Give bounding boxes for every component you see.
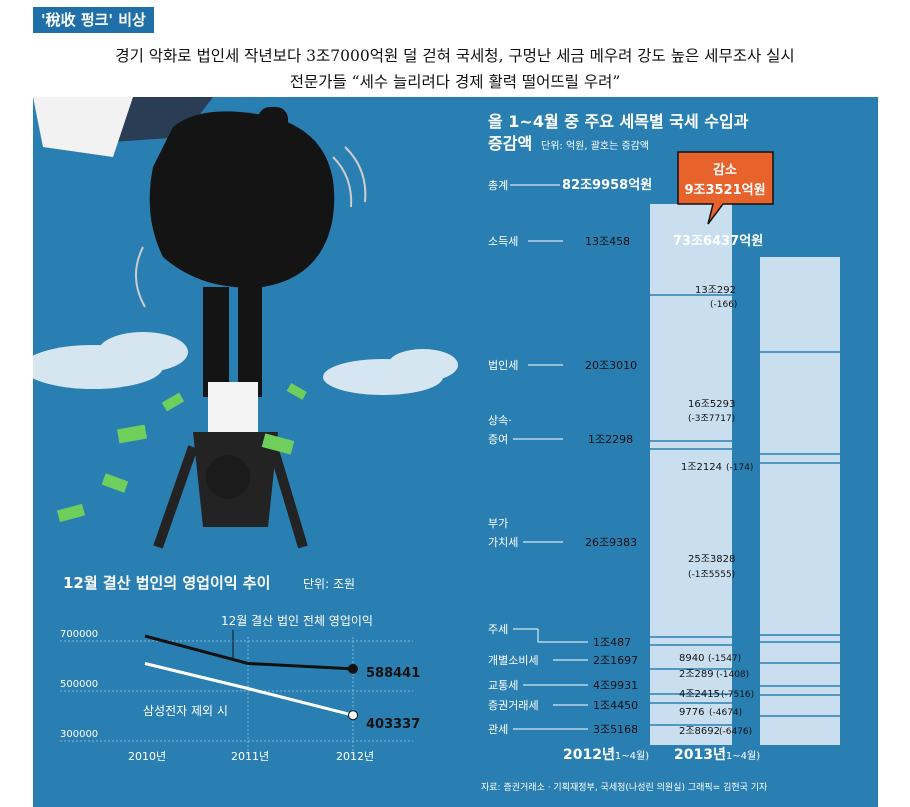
- x-label-2012: 2012년: [563, 747, 615, 763]
- bar-chart-unit: 단위: 억원, 괄호는 증감액: [541, 139, 649, 152]
- row-label: 관세: [488, 723, 508, 736]
- line-chart-unit: 단위: 조원: [303, 577, 355, 591]
- row-label: 가치세: [488, 536, 518, 549]
- total-2013: 73조6437억원: [673, 234, 763, 249]
- x-tick-label: 2011년: [231, 750, 269, 763]
- value-2012: 26조9383: [585, 536, 637, 549]
- change-value: (-1조5555): [688, 570, 735, 580]
- end-value-total: 588441: [366, 666, 420, 681]
- value-2012: 13조458: [585, 235, 630, 248]
- value-2012: 20조3010: [585, 359, 637, 372]
- headline-line-2: 전문가들 “세수 늘리려다 경제 활력 떨어뜨릴 우려”: [289, 73, 621, 91]
- y-tick-label: 500000: [60, 679, 98, 690]
- segment-dividers: [650, 294, 840, 726]
- bar-chart-subtitle: 증감액: [488, 134, 532, 153]
- change-value: (-6476): [719, 727, 752, 737]
- change-value: (-7516): [721, 690, 754, 700]
- value-2013: 9776: [679, 707, 704, 718]
- series-label-total: 12월 결산 법인 전체 영업이익: [221, 614, 373, 628]
- total-2012: 82조9958억원: [562, 178, 652, 193]
- value-2013: 13조292: [695, 285, 736, 296]
- value-2013: 4조2415: [679, 689, 720, 700]
- change-value: (-1408): [716, 670, 749, 680]
- row-label: 교통세: [488, 679, 518, 692]
- row-label-total: 총계: [488, 179, 508, 192]
- change-value: (-174): [726, 463, 753, 473]
- decrease-callout: 감소 9조3521억원: [677, 151, 774, 225]
- series-line-0: [144, 634, 354, 671]
- value-2012: 1조4450: [593, 699, 638, 712]
- x-tick-label: 2010년: [128, 750, 166, 763]
- section-tag: '稅收 펑크' 비상: [33, 7, 154, 33]
- row-label: 증여: [488, 433, 508, 446]
- value-2013: 2조8692: [679, 726, 720, 737]
- value-2013: 2조289: [679, 669, 714, 680]
- value-2012: 2조1697: [593, 654, 638, 667]
- leader-lines: [513, 240, 588, 730]
- value-2013: 1조2124: [681, 462, 722, 473]
- value-2012: 3조5168: [593, 723, 638, 736]
- series-end-point: [348, 663, 358, 674]
- value-2012: 1조487: [593, 636, 631, 649]
- y-tick-label: 700000: [60, 629, 98, 640]
- y-tick-label: 300000: [60, 729, 98, 740]
- row-label: 부가: [488, 517, 508, 530]
- callout-value: 9조3521억원: [684, 183, 765, 198]
- series-line-1: [144, 662, 354, 717]
- value-2012: 1조2298: [588, 433, 633, 446]
- x-label-2013: 2013년: [674, 747, 726, 763]
- row-label: 법인세: [488, 359, 518, 372]
- change-value: (-1547): [708, 654, 741, 664]
- x-tick-label: 2012년: [336, 750, 374, 763]
- row-label: 개별소비세: [488, 654, 539, 667]
- cloud-illustration: [33, 332, 458, 395]
- source-credit: 자료: 증권거래소 · 기획재정부, 국세청(나성린 의원실) 그래픽= 김현국…: [481, 781, 768, 793]
- operating-profit-line-chart: 12월 결산 법인의 영업이익 추이 단위: 조원 700000 500000 …: [60, 574, 420, 763]
- callout-label: 감소: [713, 163, 737, 178]
- infographic-svg: 12월 결산 법인의 영업이익 추이 단위: 조원 700000 500000 …: [33, 97, 840, 793]
- hand-shaking-man-illustration: [33, 97, 367, 549]
- value-2013: 8940: [679, 653, 704, 664]
- change-value: (-166): [710, 300, 737, 310]
- bar-chart-title: 올 1~4월 중 주요 세목별 국세 수입과: [488, 112, 749, 131]
- row-label: 소득세: [488, 235, 518, 248]
- infographic-panel: 12월 결산 법인의 영업이익 추이 단위: 조원 700000 500000 …: [33, 97, 878, 807]
- change-value: (-4674): [709, 708, 742, 718]
- row-label: 주세: [488, 623, 508, 636]
- value-2013: 16조5293: [688, 399, 735, 410]
- row-label: 증권거래세: [488, 699, 539, 712]
- bar-2013: [760, 257, 840, 745]
- line-chart-title: 12월 결산 법인의 영업이익 추이: [63, 574, 270, 592]
- series-label-ex-samsung: 삼성전자 제외 시: [143, 704, 228, 718]
- money-bills-icon: [56, 383, 307, 523]
- value-2012: 4조9931: [593, 679, 638, 692]
- value-2013: 25조3828: [688, 554, 735, 565]
- end-value-ex-samsung: 403337: [366, 717, 420, 732]
- x-label-period: (1~4월): [722, 750, 760, 762]
- row-label: 상속·: [488, 414, 512, 427]
- bar-2012: [650, 204, 732, 745]
- x-label-period: (1~4월): [611, 750, 649, 762]
- change-value: (-3조7717): [688, 414, 735, 424]
- headline-line-1: 경기 악화로 법인세 작년보다 3조7000억원 덜 걷혀 국세청, 구멍난 세…: [115, 47, 795, 65]
- tax-revenue-bar-chart: 올 1~4월 중 주요 세목별 국세 수입과 증감액 단위: 억원, 괄호는 증…: [481, 112, 840, 793]
- series-end-point: [348, 710, 358, 721]
